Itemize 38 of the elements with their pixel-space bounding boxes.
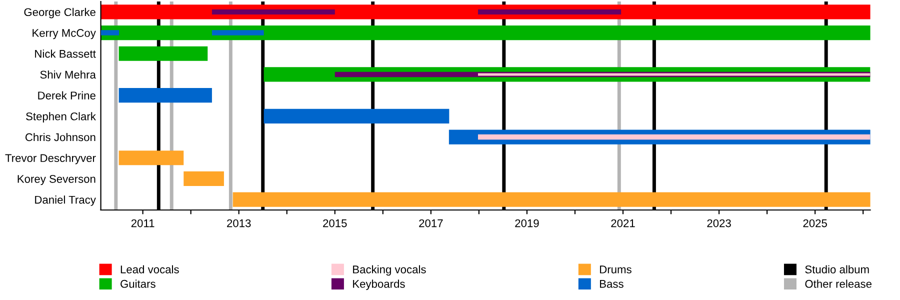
y-tick-label: Korey Severson: [18, 174, 96, 186]
y-tick-label: Shiv Mehra: [40, 70, 96, 79]
legend-label: Studio album: [805, 265, 869, 274]
bar: [478, 9, 622, 15]
y-tick-label: Nick Bassett: [35, 50, 96, 58]
x-tick-label: 2025: [803, 219, 827, 228]
bar: [100, 25, 870, 40]
bar: [184, 171, 224, 186]
y-tick-label: Trevor Deschryver: [5, 154, 96, 164]
y-tick-label: Kerry McCoy: [32, 29, 96, 40]
bar: [478, 134, 870, 140]
legend-label: Backing vocals: [353, 265, 426, 276]
y-tick-label: George Clarke: [24, 8, 96, 18]
x-tick-label: 2021: [611, 219, 635, 228]
x-tick-label: 2013: [227, 219, 251, 228]
x-tick-label: 2017: [419, 219, 443, 228]
legend-label: Drums: [600, 266, 632, 274]
legend-label: Lead vocals: [120, 265, 179, 274]
legend-label: Guitars: [120, 280, 156, 288]
bar: [118, 150, 184, 166]
bar: [212, 30, 264, 36]
y-tick-label: Stephen Clark: [26, 112, 96, 123]
legend-label: Other release: [805, 280, 872, 288]
y-tick-label: Derek Prine: [38, 91, 96, 100]
y-tick-label: Chris Johnson: [25, 133, 96, 142]
bar: [478, 73, 870, 76]
bar: [118, 88, 212, 103]
bar: [118, 46, 208, 61]
bar: [212, 9, 335, 15]
bar: [232, 192, 870, 207]
x-tick-label: 2011: [131, 219, 154, 228]
legend-label: Bass: [600, 280, 624, 288]
x-tick-label: 2023: [707, 219, 731, 228]
y-tick-label: Daniel Tracy: [35, 196, 96, 206]
x-tick-label: 2015: [323, 219, 347, 228]
bar: [264, 108, 450, 124]
x-tick-label: 2019: [515, 219, 539, 228]
legend-label: Keyboards: [353, 280, 405, 290]
